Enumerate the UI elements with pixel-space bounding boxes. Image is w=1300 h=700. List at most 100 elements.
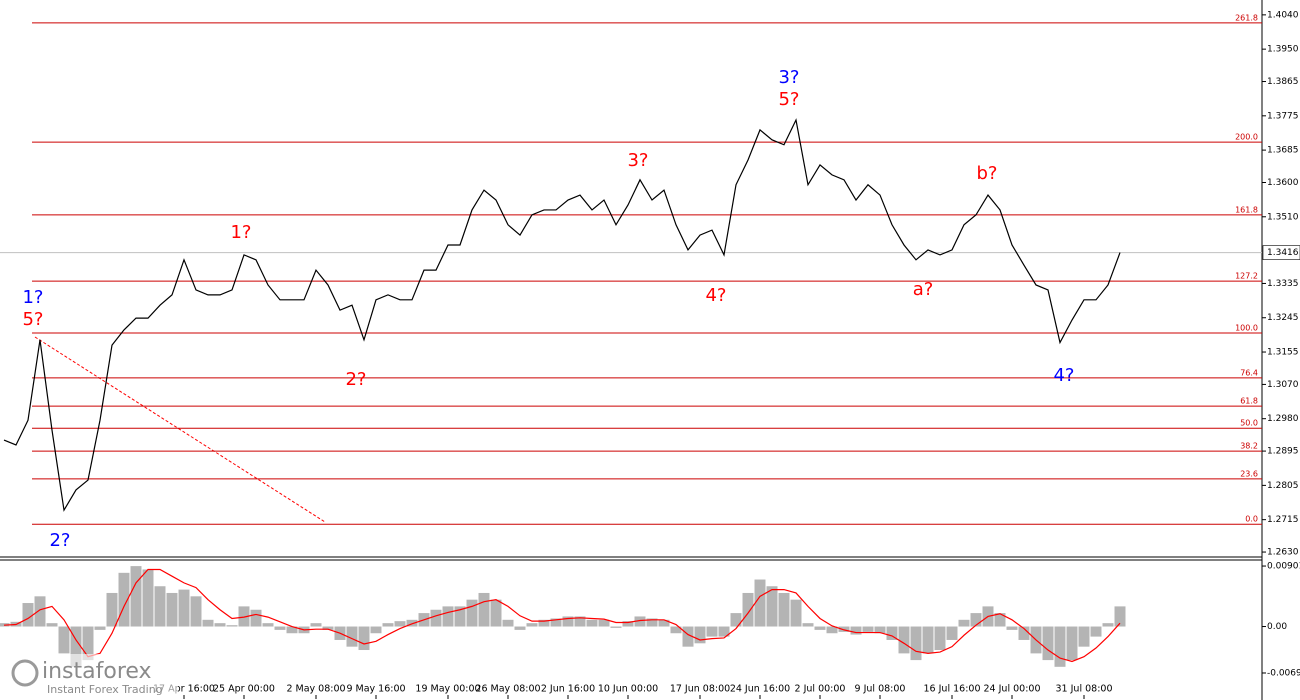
histogram-bar bbox=[490, 599, 502, 627]
histogram-bar bbox=[838, 626, 850, 632]
fib-label: 50.0 bbox=[1240, 419, 1258, 428]
histogram-bar bbox=[526, 623, 538, 627]
y-tick-label: 1.3600 bbox=[1267, 178, 1299, 188]
wave-label: 1? bbox=[22, 287, 43, 308]
y-tick-label: 1.3510 bbox=[1267, 212, 1299, 222]
histogram-bar bbox=[598, 619, 610, 627]
histogram-bar bbox=[178, 589, 190, 627]
wave-label: 4? bbox=[1053, 365, 1074, 386]
wave-label: 5? bbox=[778, 89, 799, 110]
histogram-bar bbox=[106, 592, 118, 627]
histogram-bar bbox=[610, 626, 622, 628]
histogram-bar bbox=[898, 626, 910, 654]
histogram-bar bbox=[970, 613, 982, 627]
y-tick-label: 1.2805 bbox=[1267, 481, 1299, 491]
price-line bbox=[3, 118, 1121, 512]
y-tick-label: 1.3685 bbox=[1267, 146, 1299, 156]
histogram-bar bbox=[586, 619, 598, 627]
wave-label: 1? bbox=[230, 222, 251, 243]
histogram-bar bbox=[322, 626, 334, 630]
histogram-bar bbox=[538, 619, 550, 627]
x-tick-label: 9 Jul 08:00 bbox=[855, 684, 906, 695]
histogram-bar bbox=[94, 626, 106, 630]
x-tick-label: 2 Jul 00:00 bbox=[795, 684, 846, 695]
fib-label: 261.8 bbox=[1235, 13, 1258, 22]
histogram-bar bbox=[430, 609, 442, 627]
histogram-bar bbox=[718, 626, 730, 637]
histogram-bar bbox=[190, 596, 202, 627]
histogram-bar bbox=[754, 579, 766, 627]
histogram-bar bbox=[142, 569, 154, 627]
histogram-bar bbox=[346, 626, 358, 647]
histogram-bar bbox=[454, 606, 466, 627]
y-tick-label: 1.2980 bbox=[1267, 414, 1299, 424]
histogram-bar bbox=[250, 609, 262, 627]
histogram-bar bbox=[442, 606, 454, 627]
histogram-bar bbox=[82, 626, 94, 661]
x-tick-label: 10 Jun 00:00 bbox=[598, 684, 658, 695]
histogram-bar bbox=[1042, 626, 1054, 661]
histogram-bar bbox=[766, 586, 778, 627]
wave-label: 3? bbox=[627, 150, 648, 171]
y-tick-label: 1.3245 bbox=[1267, 313, 1299, 323]
histogram-bar bbox=[310, 623, 322, 627]
x-tick-label: 26 May 08:00 bbox=[475, 684, 540, 695]
histogram-bar bbox=[130, 566, 142, 627]
y-tick-label: 1.3335 bbox=[1267, 279, 1299, 289]
histogram-bar bbox=[286, 626, 298, 634]
histogram-bar bbox=[466, 599, 478, 627]
histogram-bar bbox=[622, 621, 634, 627]
logo-icon bbox=[11, 659, 39, 687]
histogram-bar bbox=[46, 623, 58, 627]
histogram-bar bbox=[670, 626, 682, 634]
histogram-bar bbox=[370, 626, 382, 634]
histogram-bar bbox=[214, 623, 226, 627]
histogram-bar bbox=[238, 606, 250, 627]
histogram-bar bbox=[1054, 626, 1066, 667]
histogram-bar bbox=[826, 626, 838, 634]
fib-label: 76.4 bbox=[1240, 368, 1258, 377]
histogram-bar bbox=[478, 592, 490, 627]
histogram-bar bbox=[382, 623, 394, 627]
histogram-bar bbox=[34, 596, 46, 627]
histogram-bar bbox=[358, 626, 370, 651]
x-tick-label: 2 May 08:00 bbox=[286, 684, 345, 695]
histogram-bar bbox=[1006, 626, 1018, 630]
histogram-bar bbox=[58, 626, 70, 654]
histogram-bar bbox=[910, 626, 922, 661]
wave-label: a? bbox=[913, 279, 934, 300]
y-tick-label: 1.2630 bbox=[1267, 548, 1299, 558]
x-tick-label: 25 Apr 00:00 bbox=[213, 684, 275, 695]
histogram-bar bbox=[226, 625, 238, 627]
histogram-bar bbox=[118, 572, 130, 627]
histogram-bar bbox=[922, 626, 934, 654]
x-tick-label: 24 Jun 16:00 bbox=[730, 684, 790, 695]
histogram-bar bbox=[166, 592, 178, 627]
y-tick-label: 1.2895 bbox=[1267, 447, 1299, 457]
price-line bbox=[3, 568, 1121, 663]
histogram-bar bbox=[934, 626, 946, 651]
histogram-bar bbox=[682, 626, 694, 647]
histogram-bar bbox=[1090, 626, 1102, 637]
y-tick-label: 1.3070 bbox=[1267, 380, 1299, 390]
histogram-bar bbox=[646, 618, 658, 627]
y-tick-label: 0.00 bbox=[1267, 622, 1287, 632]
logo-tagline: Instant Forex Trading bbox=[47, 683, 163, 696]
wave-label: 5? bbox=[22, 309, 43, 330]
y-tick-label: 1.3155 bbox=[1267, 348, 1299, 358]
histogram-bar bbox=[1078, 626, 1090, 647]
histogram-bar bbox=[514, 626, 526, 630]
x-tick-label: 17 Apr 16:00 bbox=[153, 684, 215, 695]
histogram-bar bbox=[262, 623, 274, 627]
x-tick-label: 9 May 16:00 bbox=[346, 684, 405, 695]
x-tick-label: 17 Jun 08:00 bbox=[670, 684, 730, 695]
histogram-bar bbox=[394, 621, 406, 627]
fib-label: 23.6 bbox=[1240, 469, 1258, 478]
fib-label: 200.0 bbox=[1235, 133, 1258, 142]
wave-label: b? bbox=[977, 163, 998, 184]
histogram-bar bbox=[502, 619, 514, 627]
x-tick-label: 2 Jun 16:00 bbox=[541, 684, 595, 695]
logo: instaforex Instant Forex Trading bbox=[2, 654, 178, 698]
x-tick-label: 24 Jul 00:00 bbox=[984, 684, 1041, 695]
